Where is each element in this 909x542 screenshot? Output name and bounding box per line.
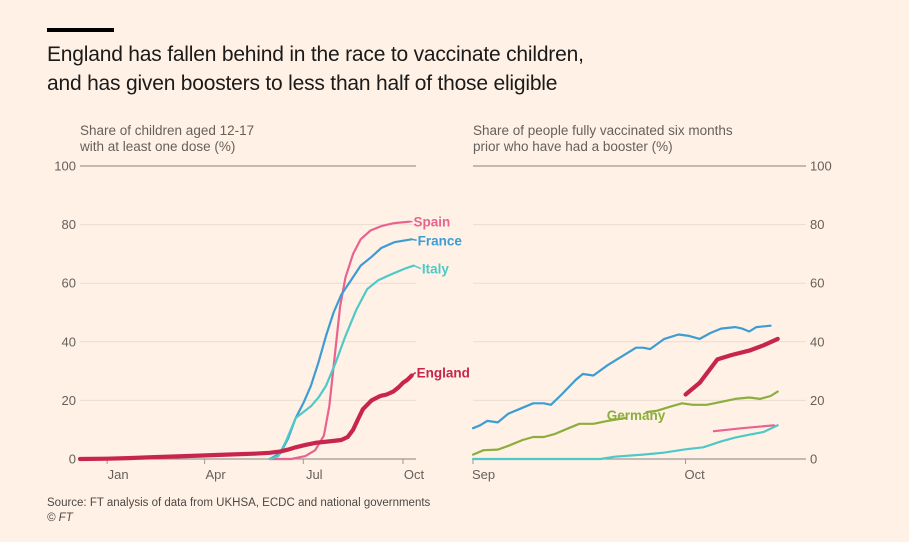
x-tick-label: Jan	[108, 467, 129, 482]
chart-title: England has fallen behind in the race to…	[47, 40, 747, 98]
right-subtitle-line-2: prior who have had a booster (%)	[473, 139, 673, 154]
x-tick-label: Apr	[206, 467, 227, 482]
y-tick-label: 80	[810, 217, 824, 232]
series-label-france: France	[418, 233, 463, 248]
x-tick-label: Oct	[685, 467, 706, 482]
y-tick-label: 0	[69, 452, 76, 467]
y-tick-label: 60	[62, 276, 76, 291]
y-tick-label: 40	[62, 334, 76, 349]
series-line-germany	[471, 416, 627, 456]
y-tick-label: 20	[810, 393, 824, 408]
label-leader	[413, 264, 422, 270]
title-line-1: England has fallen behind in the race to…	[47, 43, 584, 66]
series-line-spain	[712, 424, 776, 433]
source-text: Source: FT analysis of data from UKHSA, …	[47, 497, 431, 509]
left-chart: 0 20 40 60 80 100 Jan Apr Jul Oct Spain France Italy…	[54, 159, 470, 483]
series-line-england	[77, 373, 414, 462]
source-note: Source: FT analysis of data from UKHSA, …	[47, 496, 430, 526]
series-line-italy	[471, 424, 779, 461]
copyright-text: © FT	[47, 512, 73, 524]
series-label-germany: Germany	[607, 408, 666, 423]
x-tick-label: Sep	[472, 467, 495, 482]
y-tick-label: 40	[810, 334, 824, 349]
series-line-england	[683, 336, 780, 397]
series-label-england: England	[417, 365, 470, 380]
y-tick-label: 80	[62, 217, 76, 232]
series-line-italy	[268, 264, 415, 461]
series-label-spain: Spain	[413, 215, 450, 230]
left-subtitle-line-2: with at least one dose (%)	[80, 139, 236, 154]
y-tick-label: 60	[810, 276, 824, 291]
left-subtitle-line-1: Share of children aged 12-17	[80, 123, 255, 138]
title-line-2: and has given boosters to less than half…	[47, 72, 558, 95]
right-chart-subtitle: Share of people fully vaccinated six mon…	[473, 123, 733, 155]
y-tick-label: 100	[54, 159, 76, 174]
series-line-germany	[645, 390, 779, 414]
y-tick-label: 100	[810, 159, 832, 174]
label-leader	[411, 238, 417, 241]
right-chart: 0 20 40 60 80 100 Sep Oct Germany	[471, 159, 832, 482]
label-leader	[411, 371, 417, 377]
y-tick-label: 0	[810, 452, 817, 467]
y-tick-label: 20	[62, 393, 76, 408]
left-chart-subtitle: Share of children aged 12-17 with at lea…	[80, 123, 254, 155]
x-tick-label: Jul	[306, 467, 323, 482]
x-tick-label: Oct	[404, 467, 425, 482]
series-line-spain	[268, 220, 411, 461]
series-label-italy: Italy	[422, 262, 450, 277]
right-subtitle-line-1: Share of people fully vaccinated six mon…	[473, 123, 733, 138]
series-line-france	[471, 324, 772, 430]
ft-accent-bar	[47, 28, 114, 32]
